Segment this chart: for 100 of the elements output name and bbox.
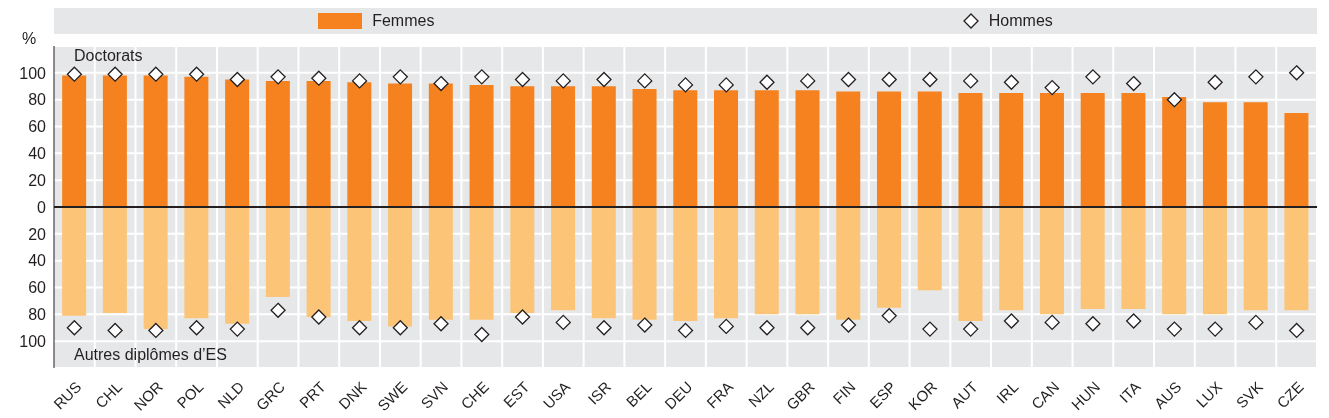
point	[1003, 74, 1020, 90]
bar	[347, 82, 372, 207]
bar	[714, 90, 739, 207]
point	[1166, 92, 1183, 108]
bar	[1121, 207, 1146, 309]
point	[963, 321, 979, 337]
point	[1085, 69, 1101, 85]
bar	[1121, 92, 1146, 207]
point	[229, 321, 245, 337]
bar	[714, 207, 739, 319]
y-tick-label: 60	[28, 279, 47, 297]
bar	[999, 207, 1024, 311]
point	[963, 73, 979, 89]
point	[1248, 69, 1264, 85]
point	[677, 322, 694, 339]
point	[66, 320, 83, 336]
point	[311, 70, 327, 86]
y-tick-label: 0	[37, 198, 47, 216]
point	[474, 69, 490, 85]
bar	[591, 86, 616, 207]
bar	[1162, 96, 1187, 207]
bar	[306, 80, 331, 207]
y-tick-label: 100	[19, 64, 47, 82]
point	[270, 302, 286, 318]
y-tick-label: 60	[28, 118, 47, 136]
point	[637, 73, 653, 89]
point	[1207, 321, 1223, 337]
bar	[428, 207, 453, 320]
x-tick-label: IRL	[992, 378, 1022, 407]
bar	[388, 83, 413, 207]
point	[1248, 314, 1264, 331]
y-tick-label: 80	[28, 91, 47, 109]
bar	[876, 91, 901, 207]
bar	[551, 207, 576, 311]
annotation: Autres diplômes d’ES	[74, 346, 227, 364]
point	[596, 320, 612, 336]
bar	[225, 79, 250, 207]
bar	[632, 207, 657, 320]
point	[1003, 313, 1020, 329]
x-tick-label: ISR	[584, 377, 615, 408]
bar	[1284, 113, 1309, 207]
bar	[62, 75, 87, 207]
point	[1044, 79, 1060, 96]
bar	[1080, 92, 1105, 207]
bar	[428, 83, 453, 207]
point	[107, 322, 123, 339]
point	[677, 77, 694, 93]
bar	[591, 207, 616, 319]
bar	[795, 90, 820, 207]
bar	[1202, 102, 1227, 207]
point	[1126, 75, 1142, 92]
y-tick-label: 40	[28, 252, 47, 270]
point	[718, 77, 734, 93]
bar	[673, 90, 698, 207]
bar	[1162, 207, 1187, 315]
bar	[876, 207, 901, 308]
bar	[1243, 207, 1268, 311]
point	[1126, 313, 1142, 329]
point	[840, 71, 857, 88]
bar	[836, 207, 861, 320]
bar	[1039, 207, 1064, 315]
point	[840, 317, 857, 333]
point	[474, 326, 490, 343]
point	[148, 66, 164, 82]
x-tick-label: BEL	[622, 378, 655, 411]
bar	[102, 75, 127, 207]
legend-label: Hommes	[988, 12, 1053, 30]
bar	[917, 91, 942, 207]
point	[922, 71, 938, 88]
point	[1207, 74, 1223, 90]
y-axis-title: %	[22, 30, 37, 48]
point	[637, 317, 653, 333]
bar	[143, 75, 168, 207]
point	[800, 320, 816, 336]
point	[514, 71, 531, 88]
y-tick-label: 100	[19, 332, 47, 350]
point	[392, 320, 408, 336]
point	[107, 66, 123, 82]
bar	[999, 92, 1024, 207]
point	[188, 320, 205, 336]
bar	[754, 90, 779, 207]
bar	[102, 207, 127, 313]
point	[311, 309, 327, 325]
bar	[1284, 207, 1309, 311]
x-tick-label: POL	[173, 378, 207, 412]
bar	[469, 207, 494, 320]
point	[596, 71, 612, 88]
point	[1166, 321, 1183, 337]
point	[881, 308, 897, 324]
bar	[510, 207, 535, 313]
bar	[795, 207, 820, 315]
point	[351, 73, 368, 89]
point	[1044, 314, 1060, 331]
x-tick-label: FIN	[829, 378, 859, 408]
bar	[1080, 207, 1105, 309]
bar	[1202, 207, 1227, 315]
y-tick-label: 20	[28, 171, 47, 189]
point	[881, 71, 897, 88]
point	[433, 316, 449, 332]
y-tick-label: 20	[28, 225, 47, 243]
